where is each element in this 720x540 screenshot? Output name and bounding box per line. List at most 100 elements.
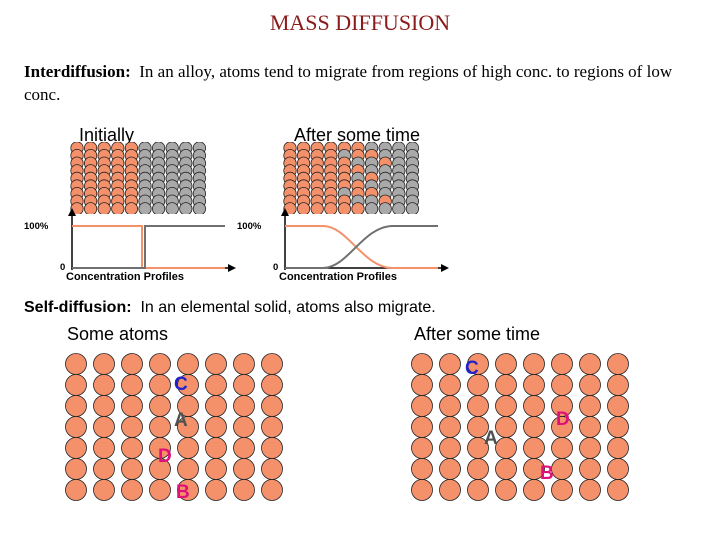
atom bbox=[523, 437, 545, 459]
copper-atom bbox=[310, 202, 324, 214]
atom bbox=[177, 479, 199, 501]
atom bbox=[93, 353, 115, 375]
atom bbox=[439, 416, 461, 438]
atom bbox=[261, 395, 283, 417]
atom bbox=[205, 479, 227, 501]
nickel-atom bbox=[192, 202, 206, 214]
atom bbox=[205, 416, 227, 438]
copper-atom bbox=[324, 202, 338, 214]
atom bbox=[467, 395, 489, 417]
copper-atom bbox=[283, 202, 297, 214]
atom bbox=[579, 437, 601, 459]
atom bbox=[121, 458, 143, 480]
atom bbox=[261, 458, 283, 480]
atom bbox=[607, 395, 629, 417]
atom bbox=[93, 416, 115, 438]
atom bbox=[233, 353, 255, 375]
atom bbox=[467, 479, 489, 501]
atom bbox=[495, 374, 517, 396]
atom bbox=[523, 479, 545, 501]
atom bbox=[439, 479, 461, 501]
self-after-some-time-label: After some time bbox=[414, 324, 541, 344]
atom bbox=[233, 395, 255, 417]
copper-atom bbox=[111, 202, 125, 214]
atom bbox=[261, 353, 283, 375]
atom bbox=[439, 437, 461, 459]
atom-label-d: D bbox=[556, 409, 570, 430]
copper-atom bbox=[351, 202, 365, 214]
profile-caption: Concentration Profiles bbox=[279, 271, 397, 282]
self-diffusion-lattice-initial: C A D B bbox=[65, 353, 283, 502]
copper-atom bbox=[84, 202, 98, 214]
atom bbox=[523, 416, 545, 438]
atom bbox=[551, 374, 573, 396]
profile-y-top-label: 100% bbox=[237, 221, 262, 232]
atom-label-c: C bbox=[174, 374, 188, 395]
atom bbox=[205, 353, 227, 375]
atom bbox=[411, 374, 433, 396]
copper-atom bbox=[297, 202, 311, 214]
atom bbox=[121, 353, 143, 375]
atom bbox=[65, 374, 87, 396]
atom bbox=[233, 416, 255, 438]
selfdiffusion-text: In an elemental solid, atoms also migrat… bbox=[140, 299, 436, 316]
atom bbox=[205, 395, 227, 417]
nickel-atom bbox=[165, 202, 179, 214]
copper-atom bbox=[70, 202, 84, 214]
atom bbox=[121, 479, 143, 501]
atom bbox=[495, 458, 517, 480]
initial-concentration-profile: 100% 0 Concentration Profiles bbox=[24, 208, 236, 282]
nickel-atom bbox=[378, 202, 392, 214]
nickel-atom bbox=[138, 202, 152, 214]
atom bbox=[93, 479, 115, 501]
atom bbox=[607, 479, 629, 501]
atom bbox=[607, 416, 629, 438]
self-diffusion-lattice-after: C D A B bbox=[411, 353, 629, 501]
atom bbox=[149, 416, 171, 438]
atom bbox=[205, 458, 227, 480]
interdiffusion-text: In an alloy, atoms tend to migrate from … bbox=[24, 62, 673, 104]
mixed-alloy-lattice bbox=[283, 142, 419, 214]
atom bbox=[261, 374, 283, 396]
atom bbox=[233, 374, 255, 396]
atom bbox=[467, 458, 489, 480]
atom bbox=[65, 479, 87, 501]
atom bbox=[205, 437, 227, 459]
atom bbox=[551, 353, 573, 375]
atom bbox=[65, 458, 87, 480]
atom-label-a: A bbox=[174, 410, 188, 431]
profile-y-top-label: 100% bbox=[24, 221, 49, 232]
atom bbox=[121, 437, 143, 459]
atom bbox=[121, 395, 143, 417]
page-title: MASS DIFFUSION bbox=[269, 10, 451, 35]
atom bbox=[65, 395, 87, 417]
copper-atom bbox=[337, 202, 351, 214]
atom-label-b: B bbox=[176, 482, 190, 502]
selfdiffusion-heading: Self-diffusion: bbox=[24, 299, 132, 316]
profile-caption: Concentration Profiles bbox=[66, 271, 184, 282]
atom bbox=[439, 353, 461, 375]
after-some-time-label: After some time bbox=[294, 125, 421, 145]
atom bbox=[607, 458, 629, 480]
atom bbox=[579, 416, 601, 438]
nickel-atom bbox=[392, 202, 406, 214]
profile-y-bottom-label: 0 bbox=[273, 262, 278, 273]
atom bbox=[93, 437, 115, 459]
atom bbox=[439, 374, 461, 396]
atom bbox=[551, 479, 573, 501]
atom bbox=[65, 437, 87, 459]
atom bbox=[177, 353, 199, 375]
initial-alloy-lattice bbox=[70, 142, 206, 214]
some-atoms-label: Some atoms bbox=[67, 324, 169, 344]
atom bbox=[607, 437, 629, 459]
atom bbox=[411, 458, 433, 480]
atom bbox=[149, 374, 171, 396]
copper-atom bbox=[97, 202, 111, 214]
atom bbox=[495, 416, 517, 438]
atom bbox=[149, 395, 171, 417]
atom bbox=[607, 353, 629, 375]
atom bbox=[523, 374, 545, 396]
atom bbox=[93, 395, 115, 417]
atom bbox=[495, 395, 517, 417]
atom bbox=[65, 416, 87, 438]
